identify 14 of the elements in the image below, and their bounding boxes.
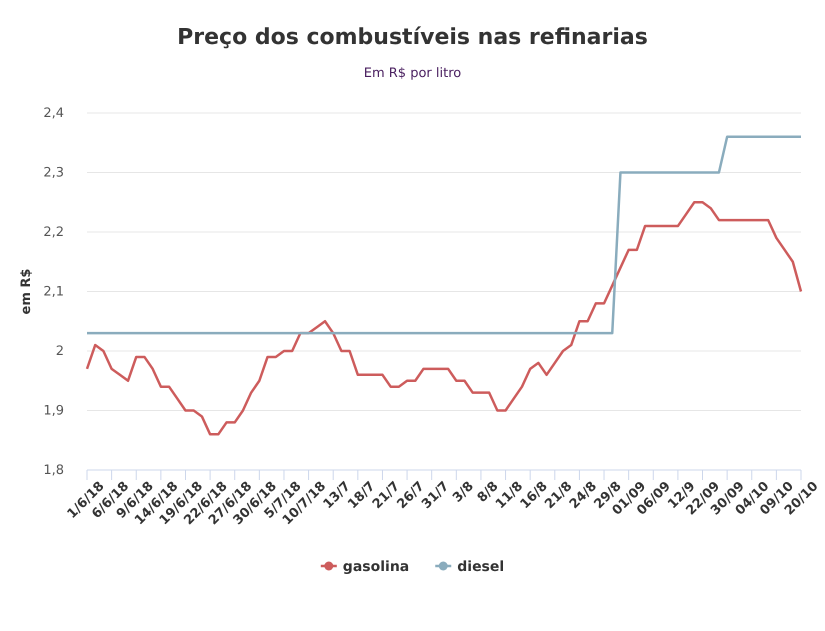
legend-label: diesel [457, 558, 504, 575]
y-tick-label: 2,4 [43, 106, 64, 122]
line-series [86, 201, 802, 436]
chart-title: Preço dos combustíveis nas refinarias [177, 25, 648, 50]
y-tick-label: 2,1 [43, 284, 64, 300]
y-tick-label: 2,2 [43, 225, 64, 240]
chart-subtitle: Em R$ por litro [364, 66, 462, 81]
y-tick-label: 2 [56, 344, 64, 360]
legend-label: gasolina [342, 558, 410, 575]
x-tick-label: 3/8 [450, 478, 477, 506]
y-tick-label: 2,3 [43, 166, 64, 181]
y-tick-label: 1,8 [43, 463, 64, 478]
y-axis-title: em R$ [19, 268, 34, 314]
y-tick-label: 1,9 [43, 404, 64, 419]
